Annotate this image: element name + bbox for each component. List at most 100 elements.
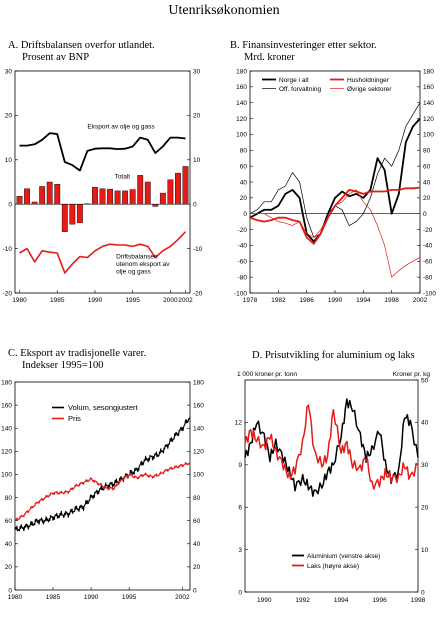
panel-c-ytick-left: 100	[1, 472, 12, 479]
panel-c-ytick-left: 180	[1, 379, 12, 386]
panel-a-bar-totalt	[182, 166, 189, 205]
panel-b-ytick-left: -60	[238, 259, 248, 266]
panel-b-ytick-right: 180	[423, 68, 434, 75]
panel-d-frame	[244, 379, 419, 593]
panel-a-bar-totalt	[16, 196, 23, 205]
panel-a-ytick-right: -10	[193, 246, 203, 253]
panel-b-legend-label-off-forvaltning: Off. forvaltning	[279, 86, 322, 93]
panel-a-xtick: 1995	[125, 297, 140, 304]
panel-b-ytick-left: -40	[238, 243, 248, 250]
panel-a-line-driftsbalansen-utenom	[19, 231, 187, 274]
panel-d-ytick-left: 3	[238, 547, 242, 554]
panel-c-line-pris	[14, 461, 191, 521]
panel-d-ytick-left: 6	[238, 505, 242, 512]
panel-d-legend-label-aluminium: Aluminium (venstre akse)	[307, 553, 380, 560]
panel-b-title-line1: B. Finansinvesteringer etter sektor.	[230, 40, 377, 51]
panel-a-bar-totalt	[167, 179, 174, 205]
panel-a-title-line1: A. Driftsbalansen overfor utlandet.	[8, 40, 155, 51]
panel-b-xtick: 2002	[413, 297, 428, 304]
panel-c-ytick-right: 80	[193, 495, 201, 502]
panel-b-xtick: 1994	[356, 297, 371, 304]
panel-a-ytick-left: 0	[8, 202, 12, 209]
panel-b-ytick-left: 60	[240, 163, 248, 170]
panel-a-bar-totalt	[76, 203, 83, 224]
panel-b-ytick-right: 160	[423, 84, 434, 91]
panel-a-bar-totalt	[99, 188, 106, 205]
panel-b-line-ovrige-sektorer	[250, 189, 421, 278]
panel-b-ytick-right: 120	[423, 116, 434, 123]
panel-c-ytick-left: 60	[5, 518, 13, 525]
panel-c-xtick: 2002	[175, 594, 190, 601]
panel-b-ytick-right: 0	[423, 211, 427, 218]
panel-c-title-line2: Indekser 1995=100	[22, 360, 104, 371]
panel-d-ytick-left: 9	[238, 462, 242, 469]
panel-b-legend-label-husholdninger: Husholdninger	[347, 77, 390, 84]
panel-a-ytick-left: 10	[5, 157, 13, 164]
panel-a-ytick-right: 0	[193, 202, 197, 209]
panel-c-title: C. Eksport av tradisjonelle varer. Indek…	[8, 348, 146, 372]
panel-b-ytick-right: 40	[423, 179, 431, 186]
panel-a-xtick: 1990	[88, 297, 103, 304]
panel-c-ytick-right: 140	[193, 426, 204, 433]
panel-a-bar-totalt	[175, 172, 181, 205]
panel-b-ytick-right: -100	[423, 290, 436, 297]
panel-a-xtick: 2000	[163, 297, 178, 304]
panel-c-ytick-left: 120	[1, 449, 12, 456]
panel-b-ytick-left: 180	[236, 68, 247, 75]
panel-d-ytick-right: 10	[421, 547, 429, 554]
panel-b-ytick-left: 80	[240, 148, 248, 155]
panel-b-ytick-right: 140	[423, 100, 434, 107]
panel-c-ytick-right: 180	[193, 379, 204, 386]
panel-a-bar-totalt	[159, 192, 166, 205]
panel-b-ytick-right: 20	[423, 195, 431, 202]
panel-b-ytick-left: 40	[240, 179, 248, 186]
panel-c-ytick-left: 40	[5, 541, 13, 548]
panel-b-ytick-left: 20	[240, 195, 248, 202]
panel-c-ytick-right: 100	[193, 472, 204, 479]
panel-b-title: B. Finansinvesteringer etter sektor. Mrd…	[230, 40, 377, 64]
panel-d-line-aluminium	[244, 398, 419, 497]
panel-c-xtick: 1985	[46, 594, 61, 601]
panel-b-ytick-left: 120	[236, 116, 247, 123]
panel-b-xtick: 1978	[243, 297, 258, 304]
panel-b-line-husholdninger	[249, 186, 421, 245]
panel-d-ytick-right: 20	[421, 505, 429, 512]
panel-c-xtick: 1980	[8, 594, 23, 601]
panel-d-ytick-left: 12	[235, 420, 243, 427]
panel-a-annotation-drifts2: utenom eksport av	[116, 261, 170, 268]
panel-c-line-volum	[14, 416, 191, 532]
panel-a-annotation-eksport: Eksport av olje og gass	[87, 124, 155, 131]
panel-a-annotation-totalt: Totalt	[115, 173, 131, 180]
panel-c-legend-label-volum: Volum, sesongjustert	[68, 403, 139, 412]
panel-c-ytick-right: 120	[193, 449, 204, 456]
panel-d-legend-label-laks: Laks (høyre akse)	[307, 563, 359, 570]
panel-b-ytick-right: -40	[423, 243, 433, 250]
panel-b-legend-label-norge-i-alt: Norge i alt	[279, 77, 309, 84]
panel-a-bar-totalt	[152, 203, 159, 207]
panel-a-ytick-right: 20	[193, 113, 201, 120]
panel-a-frame	[14, 70, 191, 294]
panel-a-bar-totalt	[137, 175, 144, 205]
panel-a-bar-totalt	[129, 189, 136, 205]
panel-b-ytick-right: -60	[423, 259, 433, 266]
panel-b-ytick-left: 140	[236, 100, 247, 107]
panel-c-legend-label-pris: Pris	[68, 414, 81, 423]
panel-c-ytick-left: 20	[5, 564, 13, 571]
panel-b-legend-label-ovrige-sektorer: Øvrige sektorer	[347, 86, 392, 93]
panel-d-xtick: 1996	[372, 597, 387, 604]
panel-d-ytick-right: 40	[421, 420, 429, 427]
panel-b-ytick-left: -80	[238, 274, 248, 281]
panel-a-title-line2: Prosent av BNP	[22, 52, 90, 63]
panel-d-ytick-right: 50	[421, 377, 429, 384]
panel-d-ytick-left: 0	[238, 589, 242, 596]
panel-a-bar-totalt	[54, 184, 61, 205]
panel-b-ytick-left: 160	[236, 84, 247, 91]
panel-b-title-line2: Mrd. kroner	[244, 52, 295, 63]
panel-a-ytick-left: -20	[3, 290, 13, 297]
panel-c-ytick-left: 160	[1, 402, 12, 409]
panel-b-ytick-right: 100	[423, 132, 434, 139]
panel-d-xtick: 1992	[295, 597, 310, 604]
panel-a-bar-totalt	[69, 203, 76, 225]
panel-d-xtick: 1998	[411, 597, 426, 604]
